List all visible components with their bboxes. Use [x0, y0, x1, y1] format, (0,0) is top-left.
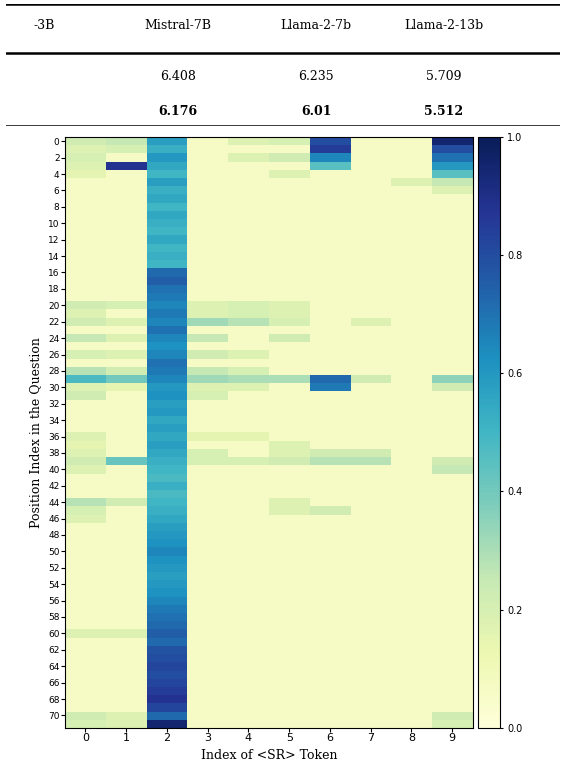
Text: Llama-2-13b: Llama-2-13b — [404, 19, 483, 32]
Text: -3B: -3B — [34, 19, 55, 32]
Y-axis label: Position Index in the Question: Position Index in the Question — [29, 337, 42, 528]
Text: 5.512: 5.512 — [424, 104, 464, 117]
Text: 6.01: 6.01 — [301, 104, 332, 117]
Text: Llama-2-7b: Llama-2-7b — [281, 19, 352, 32]
Text: 6.235: 6.235 — [298, 70, 334, 84]
X-axis label: Index of <SR> Token: Index of <SR> Token — [200, 749, 337, 762]
Text: 5.709: 5.709 — [426, 70, 462, 84]
Text: 6.176: 6.176 — [158, 104, 197, 117]
Text: 6.408: 6.408 — [160, 70, 195, 84]
Text: Mistral-7B: Mistral-7B — [144, 19, 211, 32]
